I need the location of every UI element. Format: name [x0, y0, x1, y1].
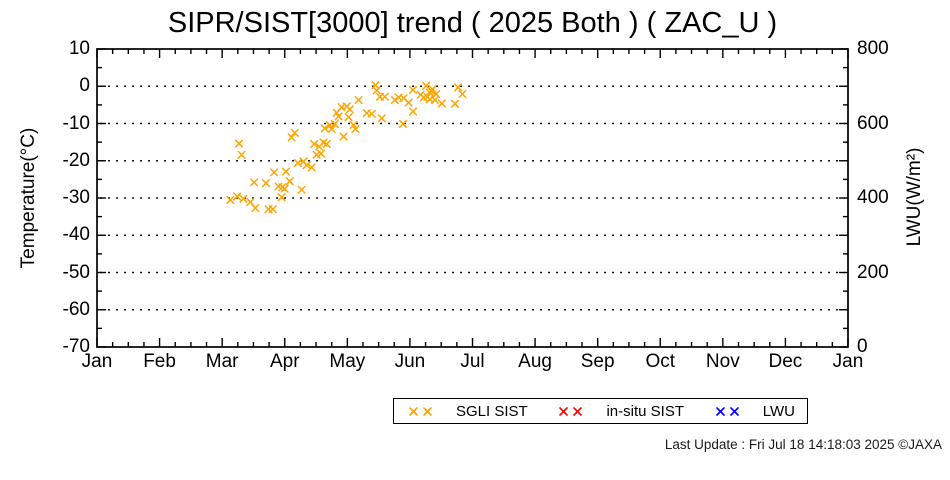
data-point-sgli-sist [277, 193, 286, 202]
legend-label: SGLI SIST [456, 402, 528, 420]
y-right-tick-label: 400 [857, 187, 889, 208]
data-point-sgli-sist [344, 113, 353, 122]
x-tick-label: Sep [580, 351, 615, 372]
data-point-sgli-sist [285, 177, 294, 186]
data-point-sgli-sist [349, 120, 358, 130]
x-marker-icon [559, 406, 583, 416]
data-point-sgli-sist [290, 128, 299, 137]
y-right-tick-label: 0 [857, 336, 868, 357]
data-point-sgli-sist [330, 119, 339, 128]
data-point-sgli-sist [450, 99, 460, 108]
y-left-tick-label: -10 [62, 112, 90, 134]
plot-frame [96, 48, 849, 348]
x-tick-label: Jan [81, 351, 113, 372]
y-right-tick-label: 200 [857, 261, 889, 283]
x-marker-icon [573, 406, 583, 416]
data-point-sgli-sist [316, 149, 326, 158]
data-point-sgli-sist [307, 163, 316, 172]
x-marker-icon [715, 406, 739, 416]
y-left-tick-label: -60 [62, 298, 90, 320]
last-update-text: Last Update : Fri Jul 18 14:18:03 2025 ©… [664, 437, 942, 452]
x-tick-label: Apr [269, 351, 300, 372]
legend-item-in-situ-sist: in-situ SIST [559, 403, 684, 420]
data-point-sgli-sist [287, 133, 296, 142]
data-point-sgli-sist [250, 178, 259, 187]
data-point-sgli-sist [334, 112, 343, 121]
x-marker-icon [409, 406, 418, 416]
data-point-sgli-sist [226, 195, 235, 204]
data-point-sgli-sist [390, 95, 399, 105]
data-point-sgli-sist [437, 99, 446, 108]
y-left-tick-label: 0 [79, 75, 90, 97]
y-left-tick-label: 10 [68, 38, 90, 59]
x-tick-label: Oct [645, 351, 676, 372]
data-point-sgli-sist [345, 105, 354, 114]
legend-item-sgli-sist: SGLI SIST [409, 403, 528, 420]
x-marker-icon [559, 406, 569, 416]
y-left-tick-label: -20 [62, 149, 90, 171]
data-point-sgli-sist [351, 125, 360, 134]
y-left-tick-label: -40 [62, 224, 90, 246]
y-left-tick-label: -70 [62, 336, 90, 357]
data-point-sgli-sist [270, 168, 279, 177]
x-tick-label: May [329, 351, 366, 372]
data-point-sgli-sist [233, 192, 242, 201]
data-point-sgli-sist [239, 194, 248, 203]
data-point-sgli-sist [380, 92, 389, 101]
data-point-sgli-sist [327, 125, 336, 134]
x-marker-icon [409, 406, 432, 416]
data-point-sgli-sist [322, 139, 331, 149]
data-point-sgli-sist [354, 95, 363, 105]
data-point-sgli-sist [398, 119, 408, 128]
x-marker-icon [423, 406, 432, 416]
data-point-sgli-sist [268, 205, 277, 214]
legend-label: LWU [762, 402, 795, 420]
data-point-sgli-sist [428, 85, 437, 94]
data-point-sgli-sist [339, 132, 348, 141]
data-point-sgli-sist [281, 167, 291, 176]
data-point-sgli-sist [320, 124, 329, 133]
data-point-sgli-sist [237, 150, 246, 159]
y-right-tick-label: 800 [857, 38, 889, 59]
data-point-sgli-sist [372, 86, 381, 95]
data-point-sgli-sist [302, 161, 311, 170]
data-point-sgli-sist [408, 107, 418, 116]
x-tick-label: Mar [205, 351, 239, 372]
data-point-sgli-sist [297, 185, 306, 194]
x-marker-icon [729, 406, 739, 416]
y-left-tick-label: -50 [62, 261, 90, 283]
x-tick-label: Dec [768, 351, 803, 372]
data-point-sgli-sist [404, 98, 413, 107]
chart-title: SIPR/SIST[3000] trend ( 2025 Both ) ( ZA… [167, 7, 778, 39]
data-point-sgli-sist [261, 179, 271, 188]
data-point-sgli-sist [458, 90, 467, 99]
data-point-sgli-sist [454, 83, 463, 92]
data-point-sgli-sist [408, 85, 418, 95]
data-point-sgli-sist [312, 150, 321, 159]
legend: SGLI SIST in-situ SIST LWU [393, 398, 808, 424]
legend-label: in-situ SIST [606, 402, 684, 420]
x-tick-label: Jun [394, 351, 426, 372]
y-right-tick-label: 600 [857, 112, 889, 134]
x-tick-label: Aug [518, 351, 552, 372]
y-left-tick-label: -30 [62, 187, 90, 208]
x-tick-label: Nov [705, 351, 740, 372]
x-tick-label: Jul [460, 351, 485, 372]
data-point-sgli-sist [235, 139, 244, 148]
data-point-sgli-sist [432, 90, 441, 99]
x-marker-icon [715, 406, 725, 416]
x-tick-label: Jan [832, 351, 864, 372]
data-point-sgli-sist [377, 114, 386, 123]
legend-item-lwu: LWU [715, 402, 795, 420]
data-point-sgli-sist [310, 139, 319, 149]
x-tick-label: Feb [143, 351, 176, 372]
data-point-sgli-sist [280, 184, 289, 193]
data-point-sgli-sist [367, 109, 376, 118]
data-point-sgli-sist [251, 204, 260, 213]
